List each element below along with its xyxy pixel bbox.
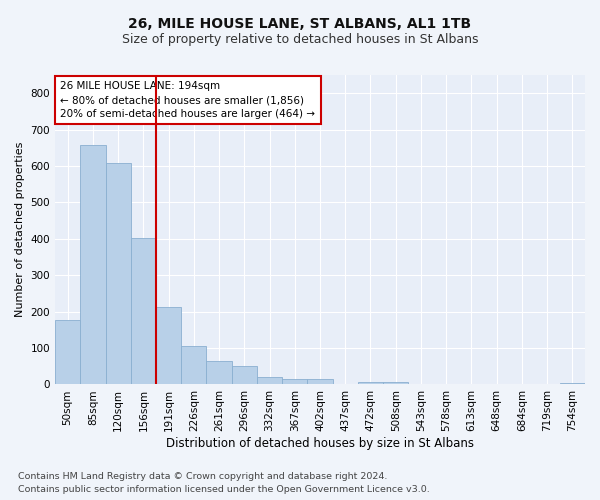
X-axis label: Distribution of detached houses by size in St Albans: Distribution of detached houses by size … — [166, 437, 474, 450]
Bar — [282, 378, 307, 384]
Bar — [80, 146, 106, 384]
Bar — [383, 382, 409, 384]
Bar — [358, 382, 383, 384]
Bar — [55, 320, 80, 384]
Text: 26 MILE HOUSE LANE: 194sqm
← 80% of detached houses are smaller (1,856)
20% of s: 26 MILE HOUSE LANE: 194sqm ← 80% of deta… — [61, 81, 316, 119]
Bar — [560, 382, 585, 384]
Text: Contains HM Land Registry data © Crown copyright and database right 2024.: Contains HM Land Registry data © Crown c… — [18, 472, 388, 481]
Bar — [307, 380, 332, 384]
Text: Contains public sector information licensed under the Open Government Licence v3: Contains public sector information licen… — [18, 485, 430, 494]
Bar — [206, 361, 232, 384]
Text: Size of property relative to detached houses in St Albans: Size of property relative to detached ho… — [122, 32, 478, 46]
Bar — [156, 306, 181, 384]
Bar — [232, 366, 257, 384]
Bar — [181, 346, 206, 385]
Bar — [257, 377, 282, 384]
Bar — [131, 238, 156, 384]
Bar — [106, 163, 131, 384]
Text: 26, MILE HOUSE LANE, ST ALBANS, AL1 1TB: 26, MILE HOUSE LANE, ST ALBANS, AL1 1TB — [128, 18, 472, 32]
Y-axis label: Number of detached properties: Number of detached properties — [15, 142, 25, 318]
